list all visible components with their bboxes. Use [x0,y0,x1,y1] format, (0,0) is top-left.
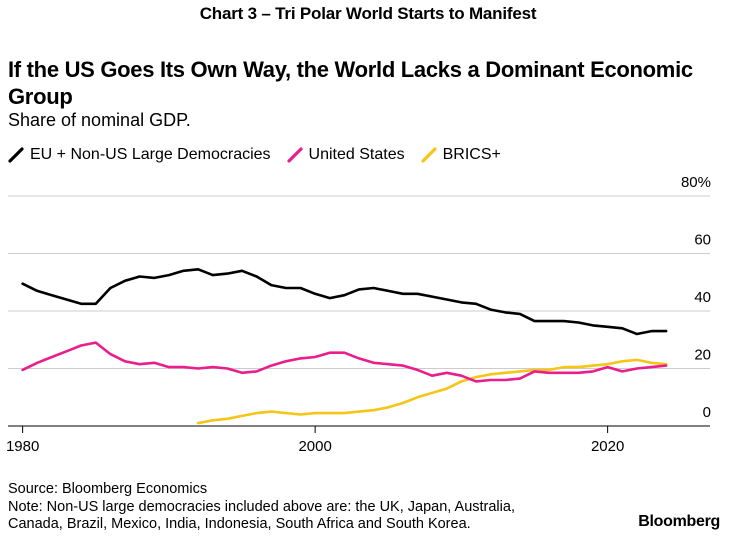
y-tick-label-60: 60 [694,232,711,249]
chart-subtitle: Share of nominal GDP. [8,110,191,130]
y-tick-label-0: 0 [703,404,711,421]
note-line-1: Note: Non-US large democracies included … [8,498,515,515]
source-note: Source: Bloomberg Economics [8,481,208,497]
legend-label-eu: EU + Non-US Large Democracies [30,146,271,163]
chart-label: Chart 3 – Tri Polar World Starts to Mani… [199,4,537,23]
legend-label-brics: BRICS+ [442,146,501,163]
footer: Source: Bloomberg Economics Note: Non-US… [8,481,515,534]
y-tick-label-80: 80% [681,174,711,191]
legend-swatch-us [286,147,303,163]
legend-swatch-eu [8,147,24,163]
x-tick-label-1980: 1980 [6,438,39,455]
series-line-eu [21,267,668,336]
legend-swatch-brics [421,147,437,163]
y-tick-label-20: 20 [694,347,711,364]
y-tick-label-40: 40 [694,289,711,306]
series-line-brics [196,358,668,425]
bloomberg-logo: Bloomberg [638,513,720,530]
legend-label-us: United States [308,146,405,163]
legend: EU + Non-US Large Democracies United Sta… [8,146,517,164]
note-line-2: Canada, Brazil, Mexico, India, Indonesia… [8,516,471,532]
legend-item-us: United States [286,146,405,164]
chart-plot: 0 20 40 60 80% 1980 2000 2020 [6,174,711,455]
legend-item-eu: EU + Non-US Large Democracies [8,146,271,164]
x-tick-label-2000: 2000 [298,438,331,455]
chart-title: If the US Goes Its Own Way, the World La… [8,57,693,109]
x-tick-label-2020: 2020 [591,438,624,455]
series-line-us [21,341,668,383]
legend-item-brics: BRICS+ [421,146,501,164]
